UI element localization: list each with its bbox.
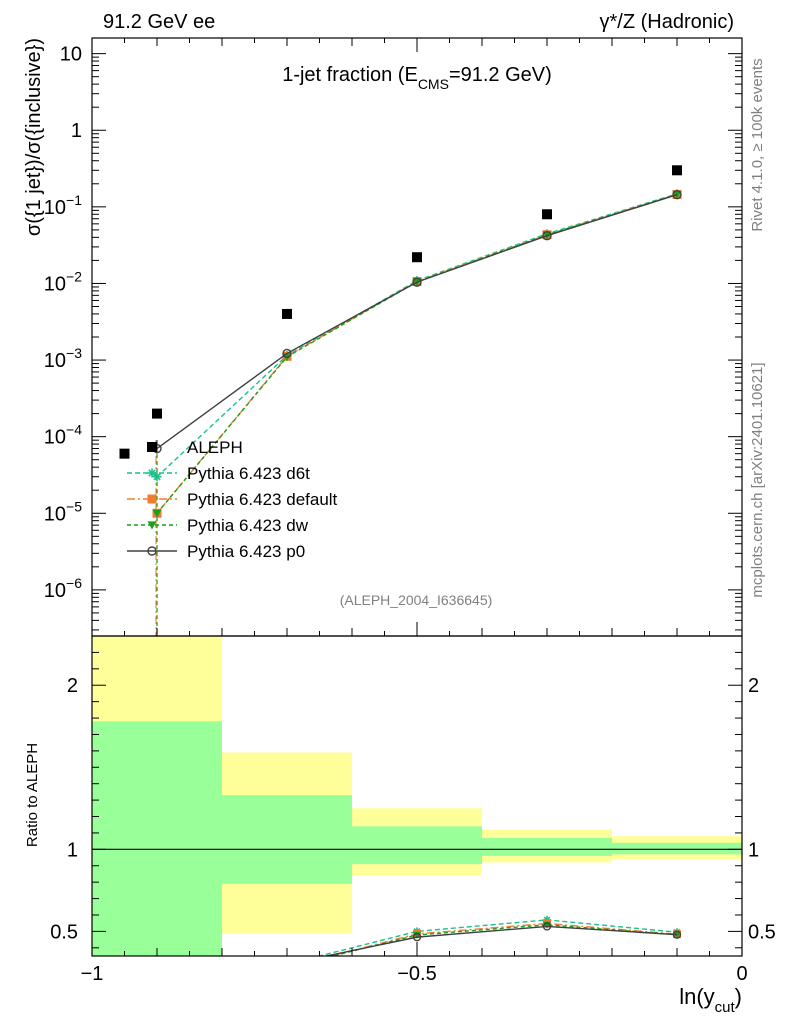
legend-marker-data — [147, 442, 157, 452]
x-label-suffix: ) — [735, 984, 742, 1009]
legend-item-dw: Pythia 6.423 dw — [127, 516, 309, 535]
x-axis-label: ln(ycut) — [679, 984, 742, 1016]
ratio-point-p0-3 — [672, 930, 682, 939]
ratio-line-d6t — [316, 919, 678, 956]
y-axis-label: σ({1 jet})/σ({inclusive}) — [23, 38, 45, 236]
data-point-0 — [119, 448, 130, 459]
series-point-p0-1 — [282, 348, 292, 359]
legend-label-data: ALEPH — [187, 438, 243, 457]
analysis-tag: (ALEPH_2004_I636645) — [340, 592, 493, 608]
y-tick-label-7: 10−6 — [44, 575, 82, 602]
chart-title-suffix: =91.2 GeV) — [449, 64, 552, 86]
chart-title-sub: CMS — [418, 76, 449, 92]
data-point-3 — [412, 252, 422, 263]
ratio-point-p0-1 — [412, 932, 422, 942]
ratio-band-inner-0 — [92, 721, 222, 956]
legend-marker-default — [147, 494, 157, 504]
series-line-p0 — [156, 194, 678, 450]
legend-label-dw: Pythia 6.423 dw — [187, 516, 309, 535]
legend-label-p0: Pythia 6.423 p0 — [187, 542, 305, 561]
axes-layer: −1 −0.5 0 10 1 10−1 10−2 10−3 10−4 10−5 10−6 0.5 0.5… — [44, 37, 776, 985]
series-point-dw-0 — [152, 509, 162, 518]
ratio-point-dw-0 — [283, 964, 291, 971]
x-tick-label-1: −0.5 — [397, 963, 436, 985]
series-point-d6t-0 — [152, 472, 162, 482]
ratio-tick-label-right-0: 0.5 — [748, 921, 776, 943]
x-label-prefix: ln(y — [679, 984, 714, 1009]
ratio-point-default-0 — [283, 963, 291, 971]
y-tick-label-4: 10−3 — [44, 345, 82, 372]
legend-label-default: Pythia 6.423 default — [187, 490, 338, 509]
y-tick-label-3: 10−2 — [44, 268, 82, 295]
legend-item-p0: Pythia 6.423 p0 — [127, 542, 305, 561]
ratio-tick-label-2: 2 — [67, 675, 78, 697]
process-label: γ*/Z (Hadronic) — [600, 11, 734, 33]
ratio-tick-label-0: 0.5 — [50, 921, 78, 943]
main-series-layer — [119, 165, 682, 636]
data-point-4 — [542, 209, 552, 220]
y-tick-label-1: 1 — [71, 120, 82, 142]
legend-marker-d6t — [147, 468, 157, 478]
x-tick-label-0: −1 — [81, 963, 104, 985]
x-tick-label-2: 0 — [736, 963, 747, 985]
series-point-p0-3 — [542, 231, 552, 241]
legend-marker-p0 — [147, 546, 157, 556]
ratio-band-inner-4 — [612, 842, 742, 855]
series-point-p0-4 — [672, 190, 682, 200]
data-point-2 — [282, 308, 292, 319]
legend: ALEPH Pythia 6.423 d6t Pythia 6.423 defaul… — [127, 438, 338, 561]
ratio-band-inner-2 — [352, 826, 482, 865]
energy-label: 91.2 GeV ee — [103, 11, 215, 33]
legend-item-data: ALEPH — [147, 438, 243, 457]
y-tick-label-5: 10−4 — [44, 422, 82, 449]
ratio-point-p0-0 — [284, 961, 291, 968]
y-tick-label-2: 10−1 — [44, 192, 82, 219]
chart-title-prefix: 1-jet fraction (E — [282, 64, 418, 86]
ratio-point-dw-3 — [673, 931, 681, 939]
legend-marker-dw — [147, 521, 157, 530]
series-line-d6t — [156, 193, 678, 478]
ratio-y-axis-label: Ratio to ALEPH — [24, 743, 41, 847]
ratio-bands — [92, 636, 742, 956]
data-point-5 — [672, 165, 682, 176]
ratio-point-d6t-0 — [283, 960, 291, 968]
legend-item-default: Pythia 6.423 default — [127, 490, 338, 509]
legend-item-d6t: Pythia 6.423 d6t — [127, 464, 310, 483]
y-tick-label-6: 10−5 — [44, 498, 82, 525]
chart-title: 1-jet fraction (ECMS=91.2 GeV) — [282, 64, 552, 92]
series-point-p0-2 — [412, 277, 422, 287]
ratio-tick-label-1: 1 — [67, 839, 78, 861]
y-tick-label-0: 10 — [60, 44, 82, 66]
rivet-version-label: Rivet 4.1.0, ≥ 100k events — [749, 58, 766, 231]
ratio-band-inner-1 — [222, 795, 352, 884]
data-point-1 — [152, 408, 162, 419]
mcplots-label: mcplots.cern.ch [arXiv:2401.10621] — [749, 362, 766, 597]
ratio-band-inner-3 — [482, 837, 612, 856]
legend-label-d6t: Pythia 6.423 d6t — [187, 464, 310, 483]
ratio-tick-label-right-1: 1 — [748, 839, 759, 861]
ratio-tick-label-right-2: 2 — [748, 675, 759, 697]
ratio-point-p0-2 — [542, 922, 552, 931]
x-label-sub: cut — [715, 999, 736, 1016]
